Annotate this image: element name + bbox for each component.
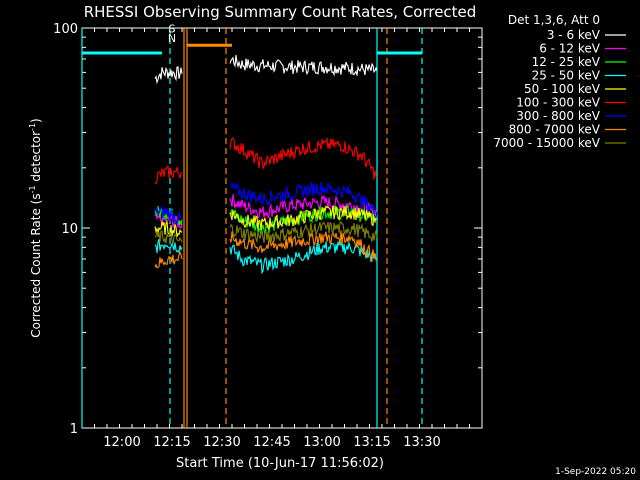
series-line-4 [154,238,183,254]
series-line-7 [229,181,378,219]
legend-header: Det 1,3,6, Att 0 [508,13,600,27]
legend-label: 800 - 7000 keV [509,123,601,137]
series-line-5 [229,205,378,231]
x-tick-label: 12:30 [203,435,240,450]
series-line-7 [154,204,183,224]
series-line-8 [154,251,183,269]
plot-area: 1 10 100 12:00 12:15 12:30 12:45 13:00 13:15 13:3… [53,22,483,450]
legend-label: 12 - 25 keV [532,55,601,69]
y-tick-label: 10 [61,222,78,237]
y-tick-label: 1 [70,422,78,437]
legend-label: 50 - 100 keV [524,82,601,96]
series-line-4 [229,240,378,275]
x-tick-label: 12:15 [153,435,190,450]
x-axis-label: Start Time (10-Jun-17 11:56:02) [176,456,384,471]
y-axis-label-part1: Corrected Count Rate (s [29,193,43,337]
series-line-9 [229,221,378,244]
annotation-label: N [168,32,176,45]
x-tick-label: 12:00 [103,435,140,450]
series-line-5 [154,219,183,238]
chart-title: RHESSI Observing Summary Count Rates, Co… [84,3,477,21]
legend-label: 25 - 50 keV [532,69,601,83]
x-tick-label: 13:15 [353,435,390,450]
legend-label: 100 - 300 keV [516,96,600,110]
legend-label: 6 - 12 keV [539,42,601,56]
y-axis-label-sup1: -1 [28,185,37,193]
x-tick-label: 13:00 [303,435,340,450]
series-line-8 [229,230,378,262]
series-line-1 [229,54,378,77]
series-line-9 [154,230,183,245]
footer-date: 1-Sep-2022 05:20 [555,467,636,477]
x-tick-label: 12:45 [253,435,290,450]
legend-label: 300 - 800 keV [516,109,600,123]
y-axis-label-part2: detector [29,131,43,186]
series-line-6 [154,165,183,185]
annotation-label: S [169,22,176,35]
legend-label: 3 - 6 keV [547,28,601,42]
y-tick-label: 100 [53,22,78,37]
y-axis-label: Corrected Count Rate (s-1 detector-1) [28,118,43,337]
x-tick-label: 13:30 [403,435,440,450]
series-line-6 [229,136,378,180]
y-axis-label-sup2: -1 [28,123,37,131]
legend-label: 7000 - 15000 keV [493,136,600,150]
y-axis-label-part3: ) [29,118,43,123]
series-line-1 [154,66,183,85]
